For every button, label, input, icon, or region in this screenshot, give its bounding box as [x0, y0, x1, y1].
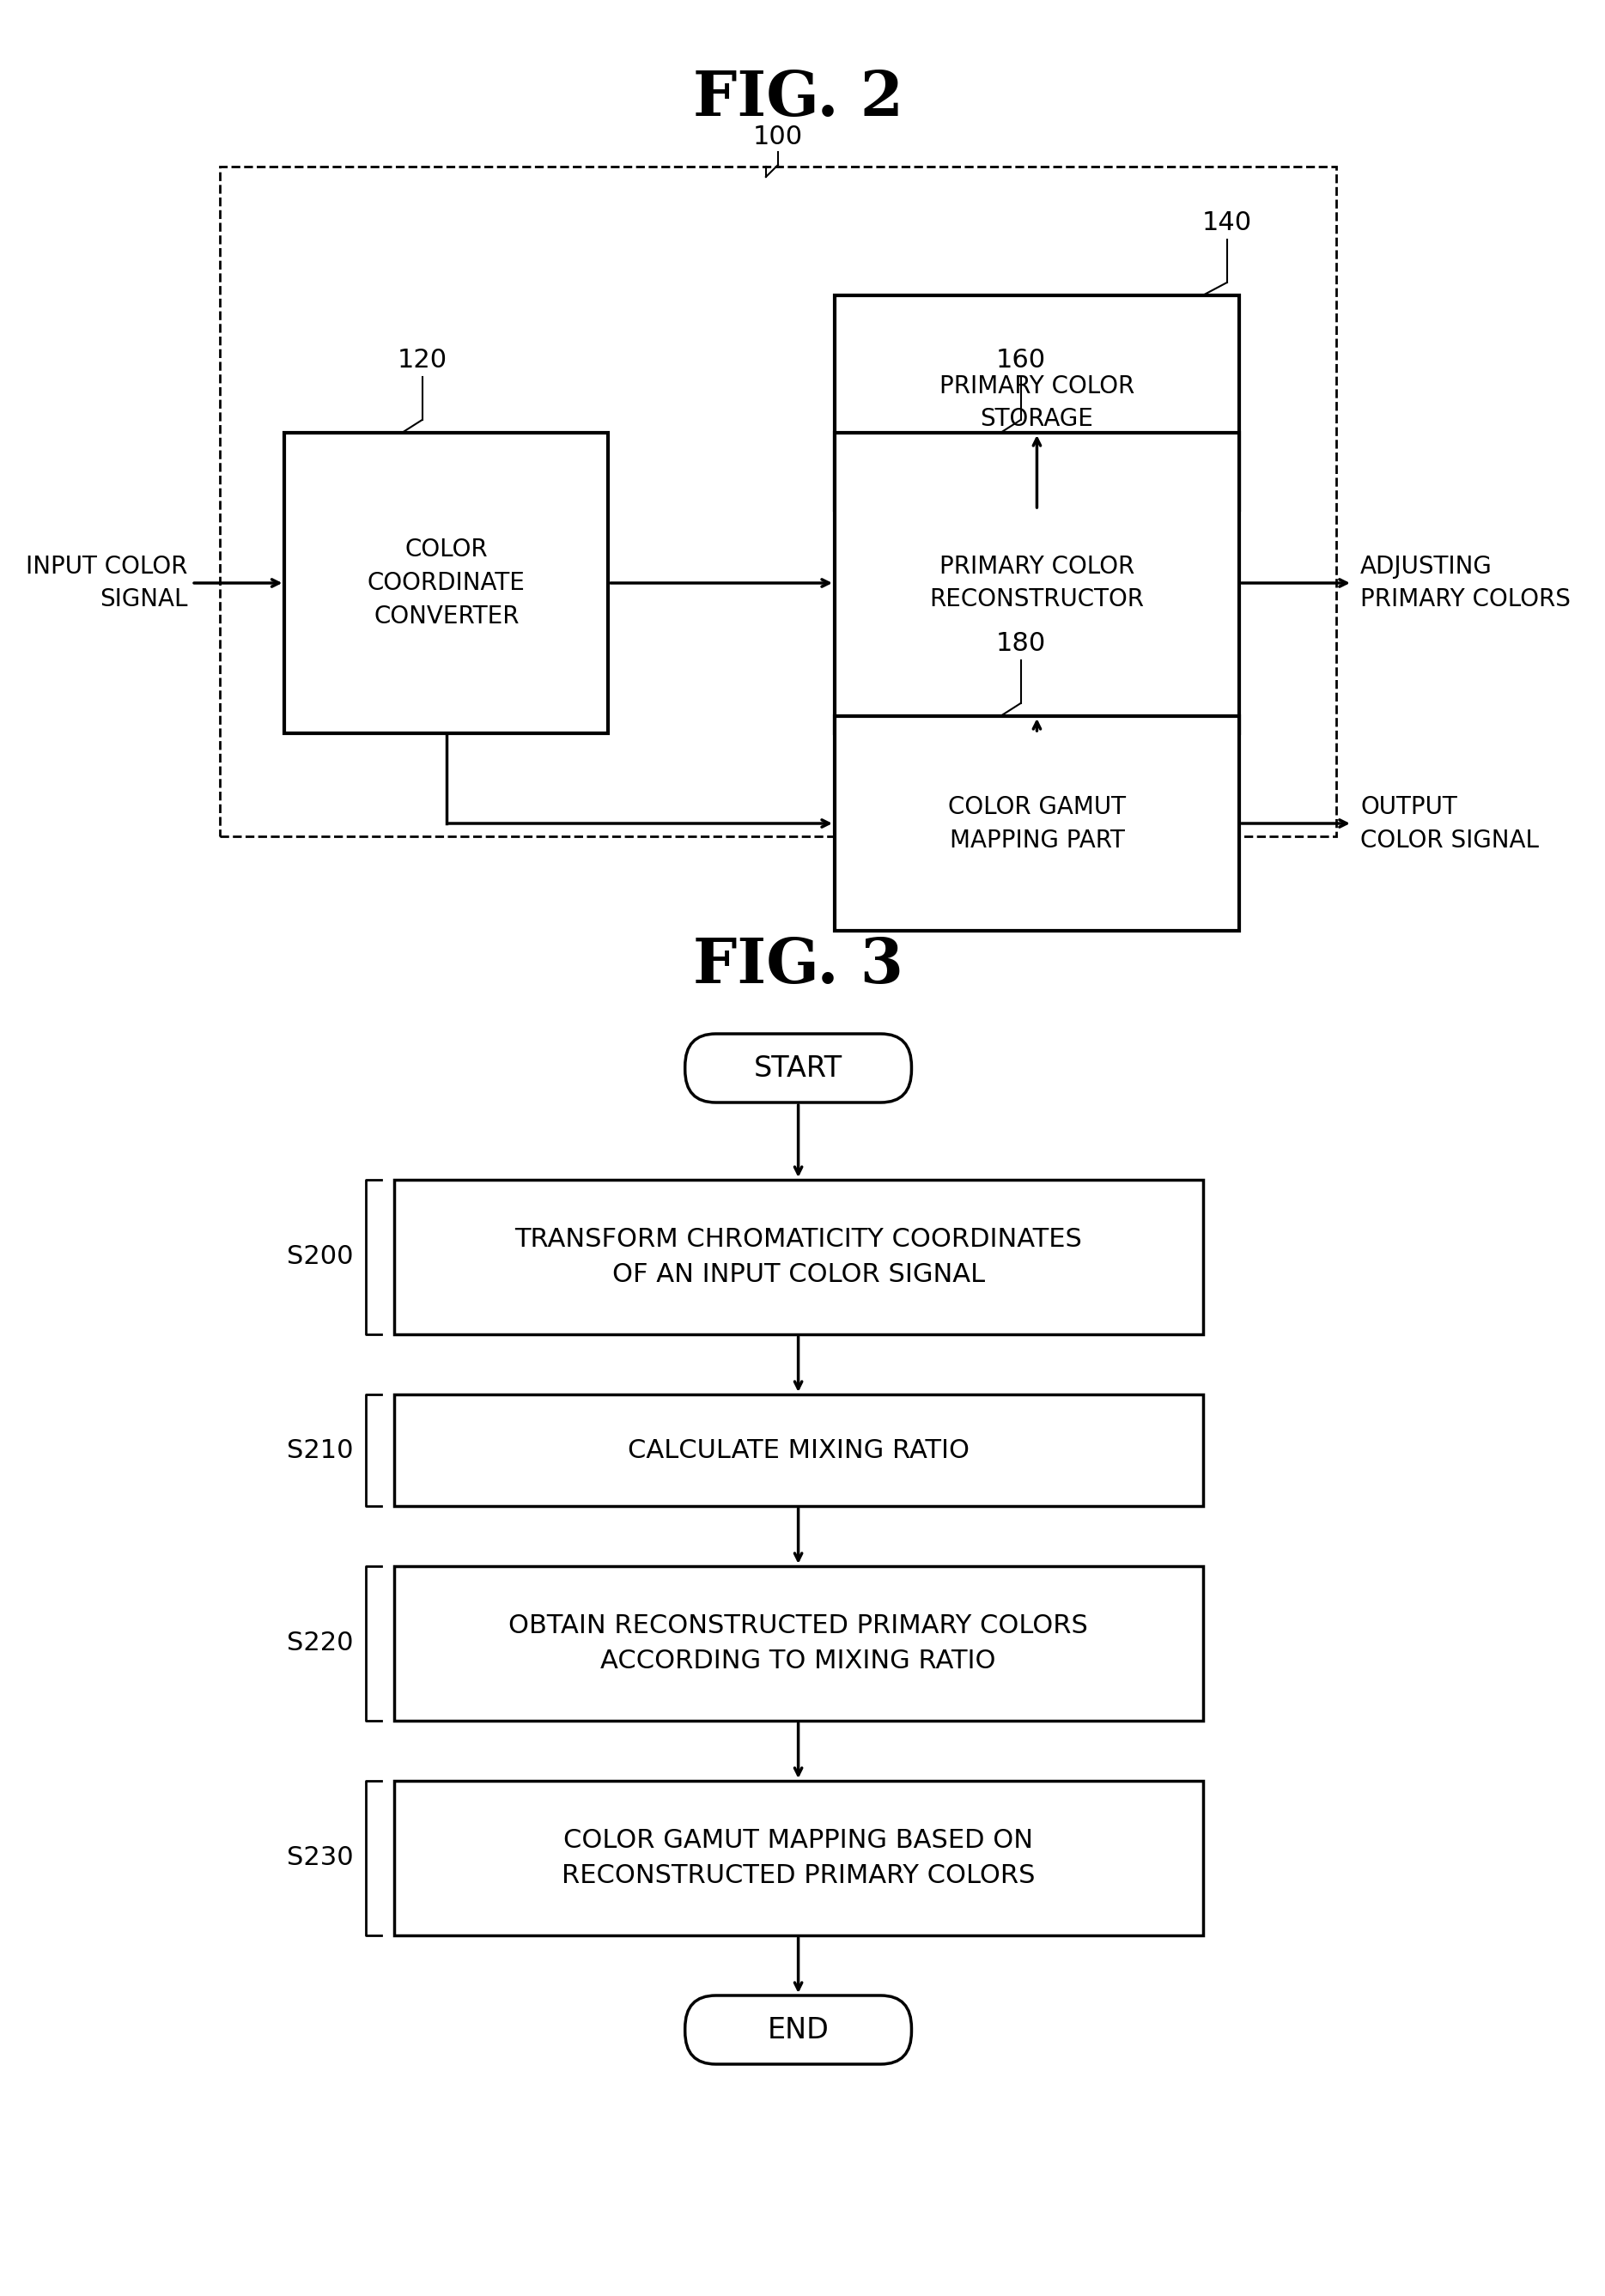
Text: ADJUSTING
PRIMARY COLORS: ADJUSTING PRIMARY COLORS: [1361, 553, 1571, 611]
FancyBboxPatch shape: [393, 1180, 1202, 1334]
Text: COLOR
COORDINATE
CONVERTER: COLOR COORDINATE CONVERTER: [368, 537, 525, 629]
FancyBboxPatch shape: [284, 432, 608, 732]
FancyBboxPatch shape: [835, 716, 1239, 930]
Text: PRIMARY COLOR
STORAGE: PRIMARY COLOR STORAGE: [939, 374, 1135, 432]
Text: START: START: [754, 1054, 843, 1081]
Text: OUTPUT
COLOR SIGNAL: OUTPUT COLOR SIGNAL: [1361, 794, 1539, 852]
Text: COLOR GAMUT MAPPING BASED ON
RECONSTRUCTED PRIMARY COLORS: COLOR GAMUT MAPPING BASED ON RECONSTRUCT…: [562, 1828, 1035, 1887]
Text: 120: 120: [396, 347, 448, 372]
FancyBboxPatch shape: [393, 1782, 1202, 1936]
FancyBboxPatch shape: [835, 296, 1239, 510]
Text: INPUT COLOR
SIGNAL: INPUT COLOR SIGNAL: [26, 553, 188, 611]
Text: COLOR GAMUT
MAPPING PART: COLOR GAMUT MAPPING PART: [949, 794, 1125, 852]
Text: CALCULATE MIXING RATIO: CALCULATE MIXING RATIO: [628, 1437, 969, 1463]
Text: 160: 160: [995, 347, 1046, 372]
Text: S200: S200: [287, 1244, 353, 1270]
FancyBboxPatch shape: [393, 1566, 1202, 1720]
Text: FIG. 2: FIG. 2: [693, 67, 904, 129]
Text: PRIMARY COLOR
RECONSTRUCTOR: PRIMARY COLOR RECONSTRUCTOR: [929, 553, 1144, 611]
Text: S230: S230: [287, 1846, 353, 1871]
FancyBboxPatch shape: [835, 432, 1239, 732]
Text: 180: 180: [995, 631, 1046, 657]
Text: TRANSFORM CHROMATICITY COORDINATES
OF AN INPUT COLOR SIGNAL: TRANSFORM CHROMATICITY COORDINATES OF AN…: [515, 1226, 1082, 1286]
Text: FIG. 3: FIG. 3: [693, 934, 904, 996]
Text: 140: 140: [1202, 211, 1252, 234]
Text: OBTAIN RECONSTRUCTED PRIMARY COLORS
ACCORDING TO MIXING RATIO: OBTAIN RECONSTRUCTED PRIMARY COLORS ACCO…: [509, 1614, 1088, 1674]
Text: END: END: [767, 2016, 830, 2043]
FancyBboxPatch shape: [393, 1394, 1202, 1506]
Text: 100: 100: [753, 124, 802, 149]
Text: S210: S210: [287, 1437, 353, 1463]
FancyBboxPatch shape: [685, 1995, 912, 2064]
Text: S220: S220: [287, 1630, 353, 1655]
FancyBboxPatch shape: [685, 1033, 912, 1102]
